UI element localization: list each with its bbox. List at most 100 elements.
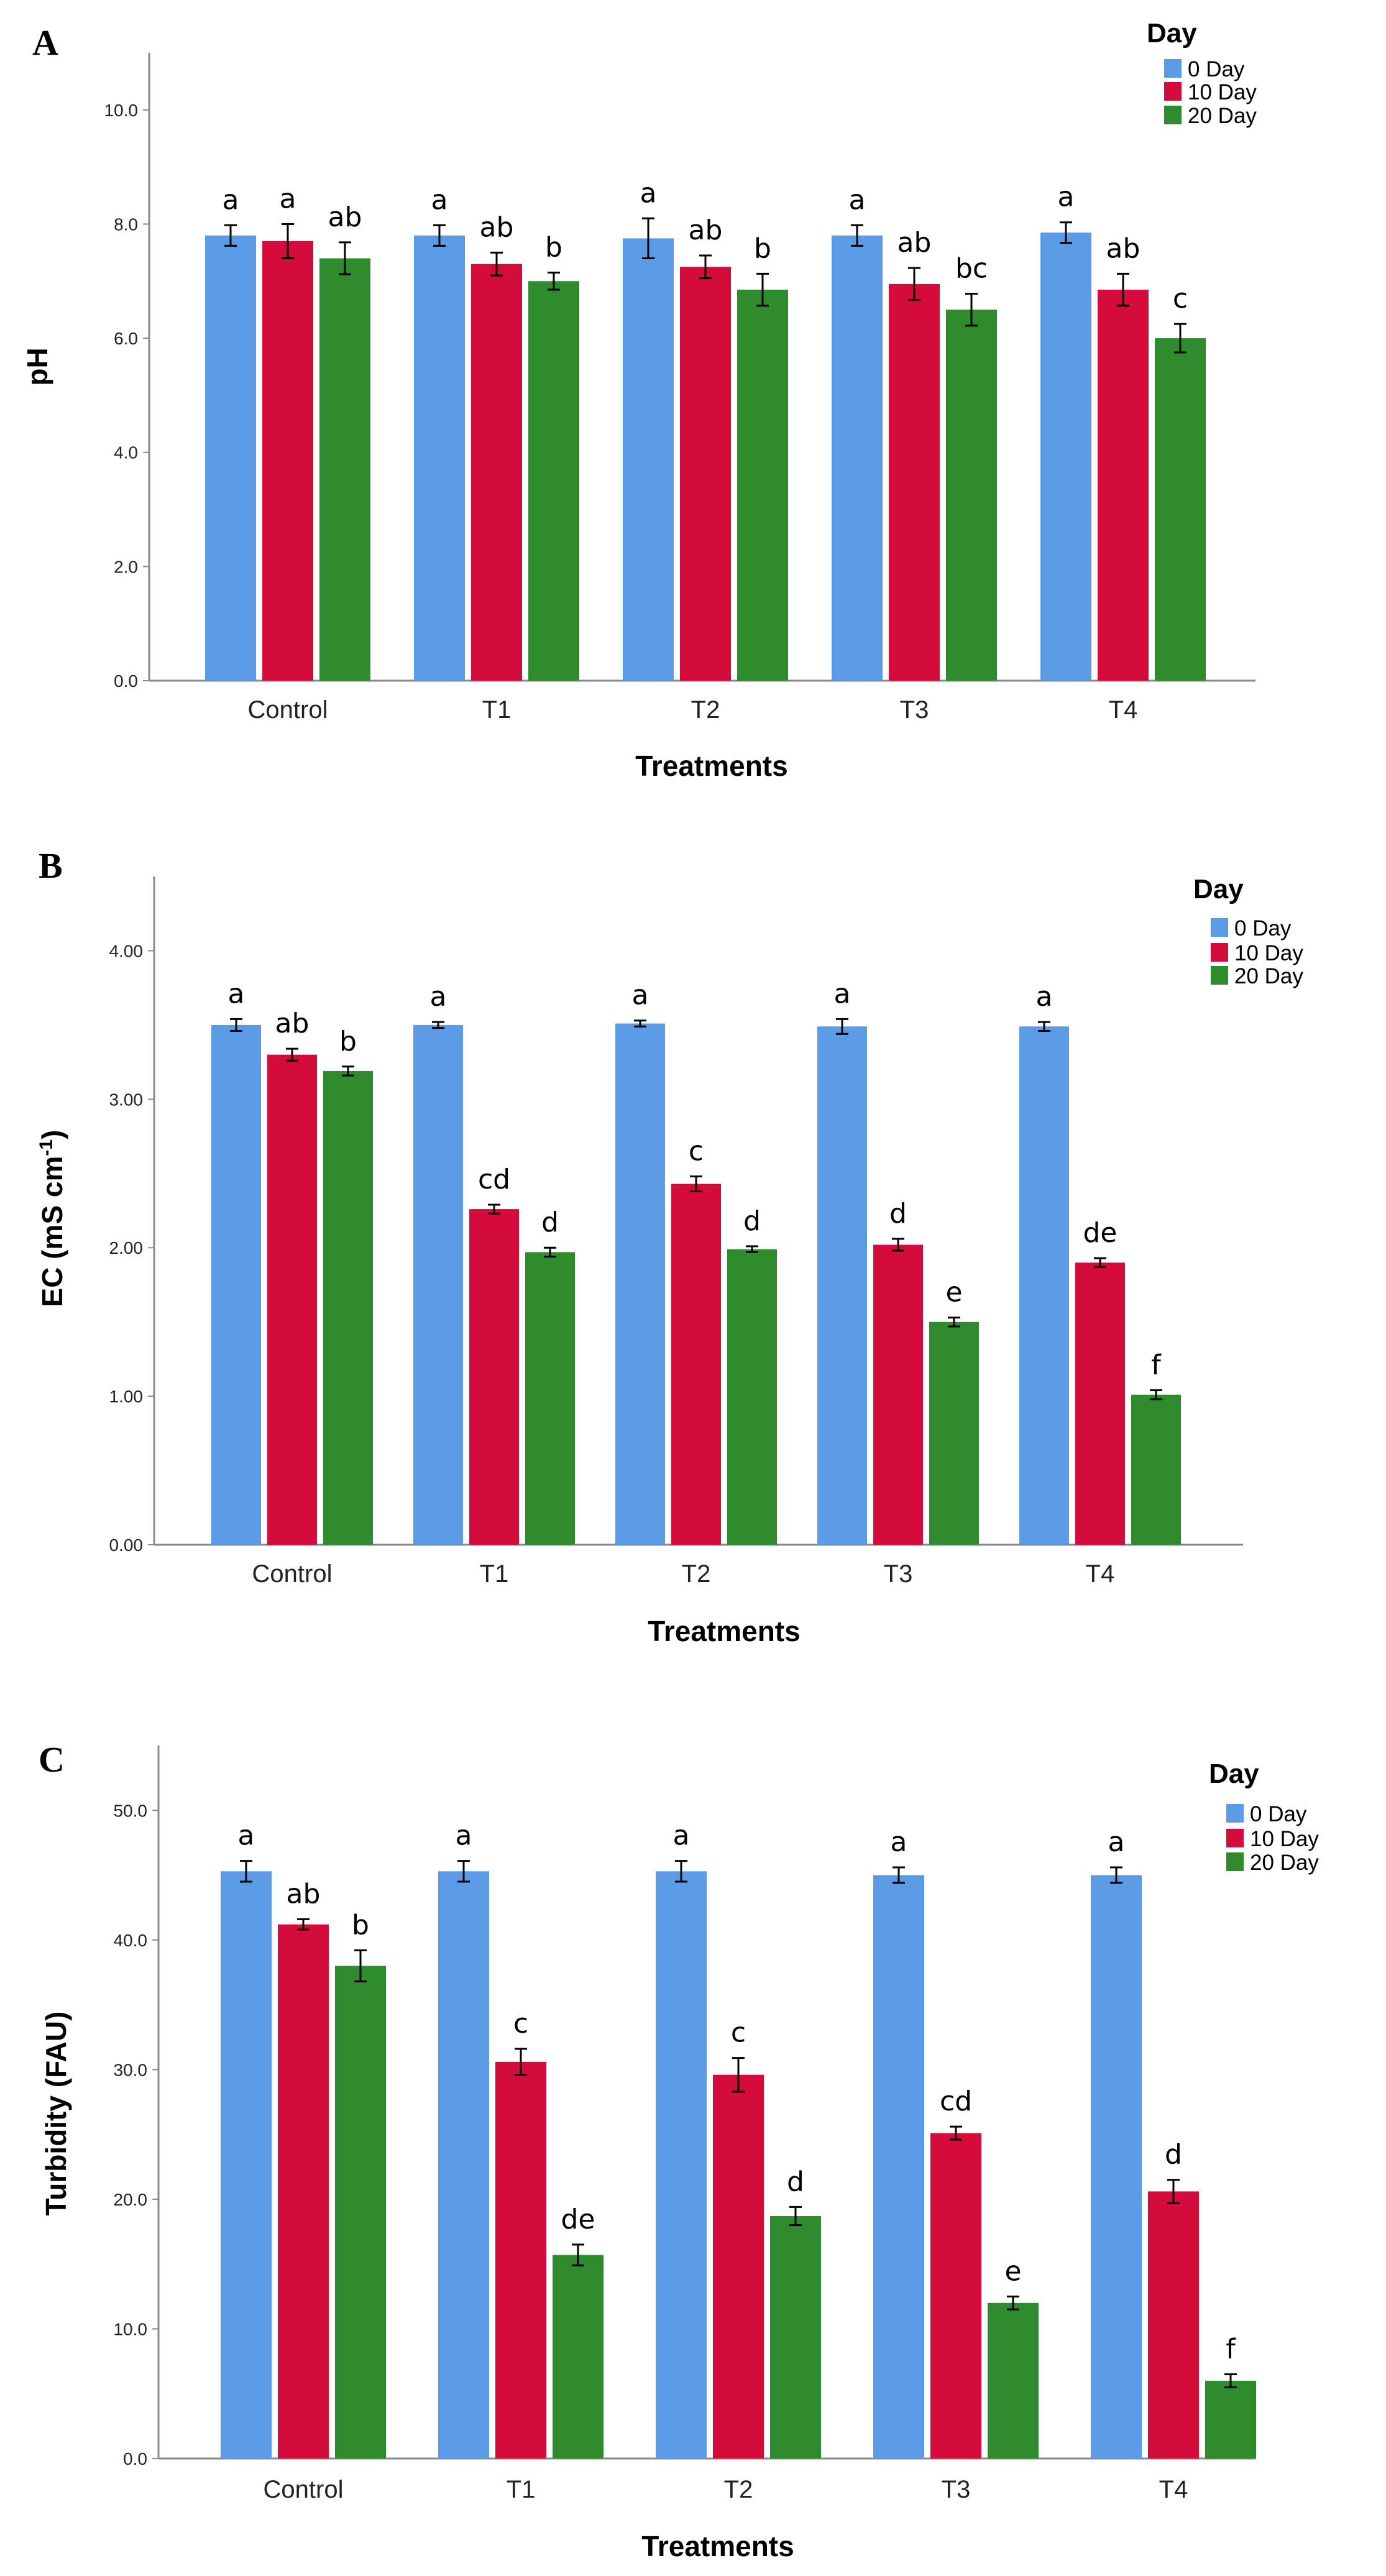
significance-letter: a (430, 981, 447, 1013)
y-tick-label: 0.0 (123, 2449, 147, 2468)
legend-swatch (1211, 918, 1228, 937)
legend-label: 20 Day (1250, 1851, 1319, 1875)
legend-label: 20 Day (1188, 104, 1257, 128)
legend-swatch (1164, 59, 1182, 78)
bar (1205, 2380, 1256, 2459)
significance-letter: ab (287, 1878, 321, 1910)
significance-letter: a (632, 980, 649, 1011)
significance-letter: c (731, 2017, 746, 2049)
x-tick-label: T3 (900, 696, 929, 724)
legend-label: 10 Day (1188, 80, 1257, 104)
legend-label: 0 Day (1188, 57, 1245, 81)
bar (335, 1966, 386, 2459)
bar (1040, 232, 1091, 681)
bar (737, 290, 788, 681)
significance-letter: de (561, 2204, 595, 2235)
significance-letter: ab (689, 214, 723, 246)
significance-letter: a (640, 177, 657, 209)
significance-letter: e (1004, 2255, 1021, 2287)
bar (525, 1252, 575, 1545)
y-tick-label: 8.0 (114, 214, 138, 234)
y-tick-label: 6.0 (114, 329, 138, 348)
y-tick-label: 30.0 (114, 2060, 148, 2079)
y-tick-label: 4.00 (109, 941, 144, 960)
bar (1131, 1394, 1181, 1545)
x-axis-title-c: Treatments (641, 2530, 794, 2562)
significance-letter: a (891, 1826, 907, 1858)
x-tick-label: Control (264, 2476, 344, 2503)
y-axis-title-c: Turbidity (FAU) (40, 2012, 72, 2216)
x-axis-title-a: Treatments (635, 750, 787, 782)
legend-label: 10 Day (1234, 941, 1303, 965)
bar (623, 238, 674, 681)
x-tick-label: Control (252, 1560, 333, 1588)
bar (1098, 290, 1149, 681)
significance-letter: a (673, 1820, 690, 1852)
significance-letter: e (945, 1277, 962, 1309)
x-tick-label: T2 (682, 1560, 711, 1588)
significance-letter: de (1083, 1217, 1118, 1249)
bar (211, 1024, 261, 1545)
x-tick-label: T1 (507, 2476, 536, 2503)
significance-letter: a (456, 1820, 472, 1852)
bar (817, 1026, 867, 1545)
bar (438, 1871, 489, 2459)
y-tick-label: 0.0 (114, 671, 138, 691)
bar (832, 235, 883, 681)
x-tick-label: T4 (1159, 2476, 1188, 2503)
bar (1155, 338, 1206, 681)
bar (1148, 2191, 1199, 2459)
significance-letter: b (339, 1026, 357, 1057)
bar (930, 2133, 981, 2459)
x-tick-label: T4 (1086, 1560, 1115, 1588)
legend-title: Day (1147, 18, 1197, 48)
bar (495, 2061, 546, 2459)
y-tick-label: 2.0 (114, 557, 138, 576)
x-axis-title-b: Treatments (648, 1615, 800, 1647)
significance-letter: a (849, 184, 866, 216)
panel-c: C Turbidity (FAU) Treatments 0.0 10.0 20.0… (39, 1739, 1319, 2562)
significance-letter: d (743, 1205, 761, 1237)
significance-letter: a (1036, 981, 1053, 1013)
bar (1019, 1026, 1069, 1545)
bar (727, 1249, 777, 1545)
bar (873, 1875, 924, 2459)
y-tick-label: 0.00 (109, 1535, 144, 1555)
y-axis-title-b: EC (mS cm-1) (36, 1130, 68, 1307)
bar (946, 310, 997, 681)
panel-letter-b-text: B (39, 845, 63, 886)
x-tick-label: T2 (691, 696, 720, 724)
y-tick-label: 1.00 (109, 1387, 144, 1406)
significance-letter: ab (328, 201, 362, 233)
y-tick-label: 4.0 (114, 443, 138, 462)
significance-letter: a (1058, 182, 1075, 213)
bar (680, 267, 731, 681)
significance-letter: c (689, 1136, 704, 1167)
significance-letter: a (834, 978, 851, 1010)
y-tick-label: 20.0 (114, 2190, 148, 2209)
y-tick-label: 50.0 (114, 1801, 148, 1820)
bar (278, 1924, 329, 2459)
y-tick-label: 10.0 (114, 2319, 148, 2339)
y-tick-label: 3.00 (109, 1090, 144, 1109)
significance-letter: c (513, 2008, 528, 2040)
significance-letter: ab (1106, 232, 1140, 264)
bar (413, 1024, 463, 1545)
panel-letter-a: A (32, 22, 58, 63)
bar (873, 1244, 923, 1545)
significance-letter: d (1165, 2139, 1182, 2171)
legend-swatch (1226, 1829, 1244, 1847)
legend-swatch (1211, 943, 1228, 962)
bar (267, 1054, 317, 1545)
legend-title: Day (1209, 1759, 1259, 1789)
significance-letter: ab (897, 227, 932, 259)
bar (471, 264, 522, 681)
significance-letter: a (1108, 1826, 1125, 1858)
y-axis-title-b-close: ) (36, 1130, 68, 1139)
significance-letter: a (228, 978, 245, 1010)
significance-letter: cd (940, 2086, 972, 2117)
bar (205, 235, 256, 681)
bar (615, 1023, 665, 1545)
y-tick-label: 10.0 (104, 101, 139, 120)
